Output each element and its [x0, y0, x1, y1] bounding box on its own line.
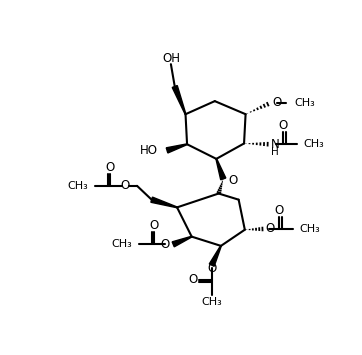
Text: O: O [266, 223, 275, 235]
Polygon shape [209, 246, 221, 266]
Text: O: O [150, 219, 159, 233]
Text: O: O [273, 96, 282, 109]
Polygon shape [151, 197, 177, 208]
Polygon shape [166, 144, 187, 153]
Text: O: O [279, 119, 288, 132]
Polygon shape [172, 86, 186, 114]
Text: H: H [271, 147, 279, 157]
Text: CH₃: CH₃ [299, 224, 320, 234]
Polygon shape [172, 236, 192, 247]
Text: CH₃: CH₃ [111, 239, 132, 249]
Text: OH: OH [162, 51, 180, 65]
Text: O: O [189, 273, 198, 286]
Text: N: N [271, 138, 280, 151]
Polygon shape [216, 159, 226, 180]
Text: CH₃: CH₃ [201, 297, 222, 307]
Text: O: O [229, 174, 238, 187]
Text: CH₃: CH₃ [295, 98, 316, 108]
Text: CH₃: CH₃ [303, 139, 324, 149]
Text: CH₃: CH₃ [68, 181, 88, 191]
Text: O: O [207, 262, 216, 275]
Text: O: O [121, 179, 130, 192]
Text: O: O [160, 238, 169, 251]
Text: HO: HO [140, 144, 158, 157]
Text: O: O [105, 161, 115, 174]
Text: O: O [275, 204, 284, 217]
